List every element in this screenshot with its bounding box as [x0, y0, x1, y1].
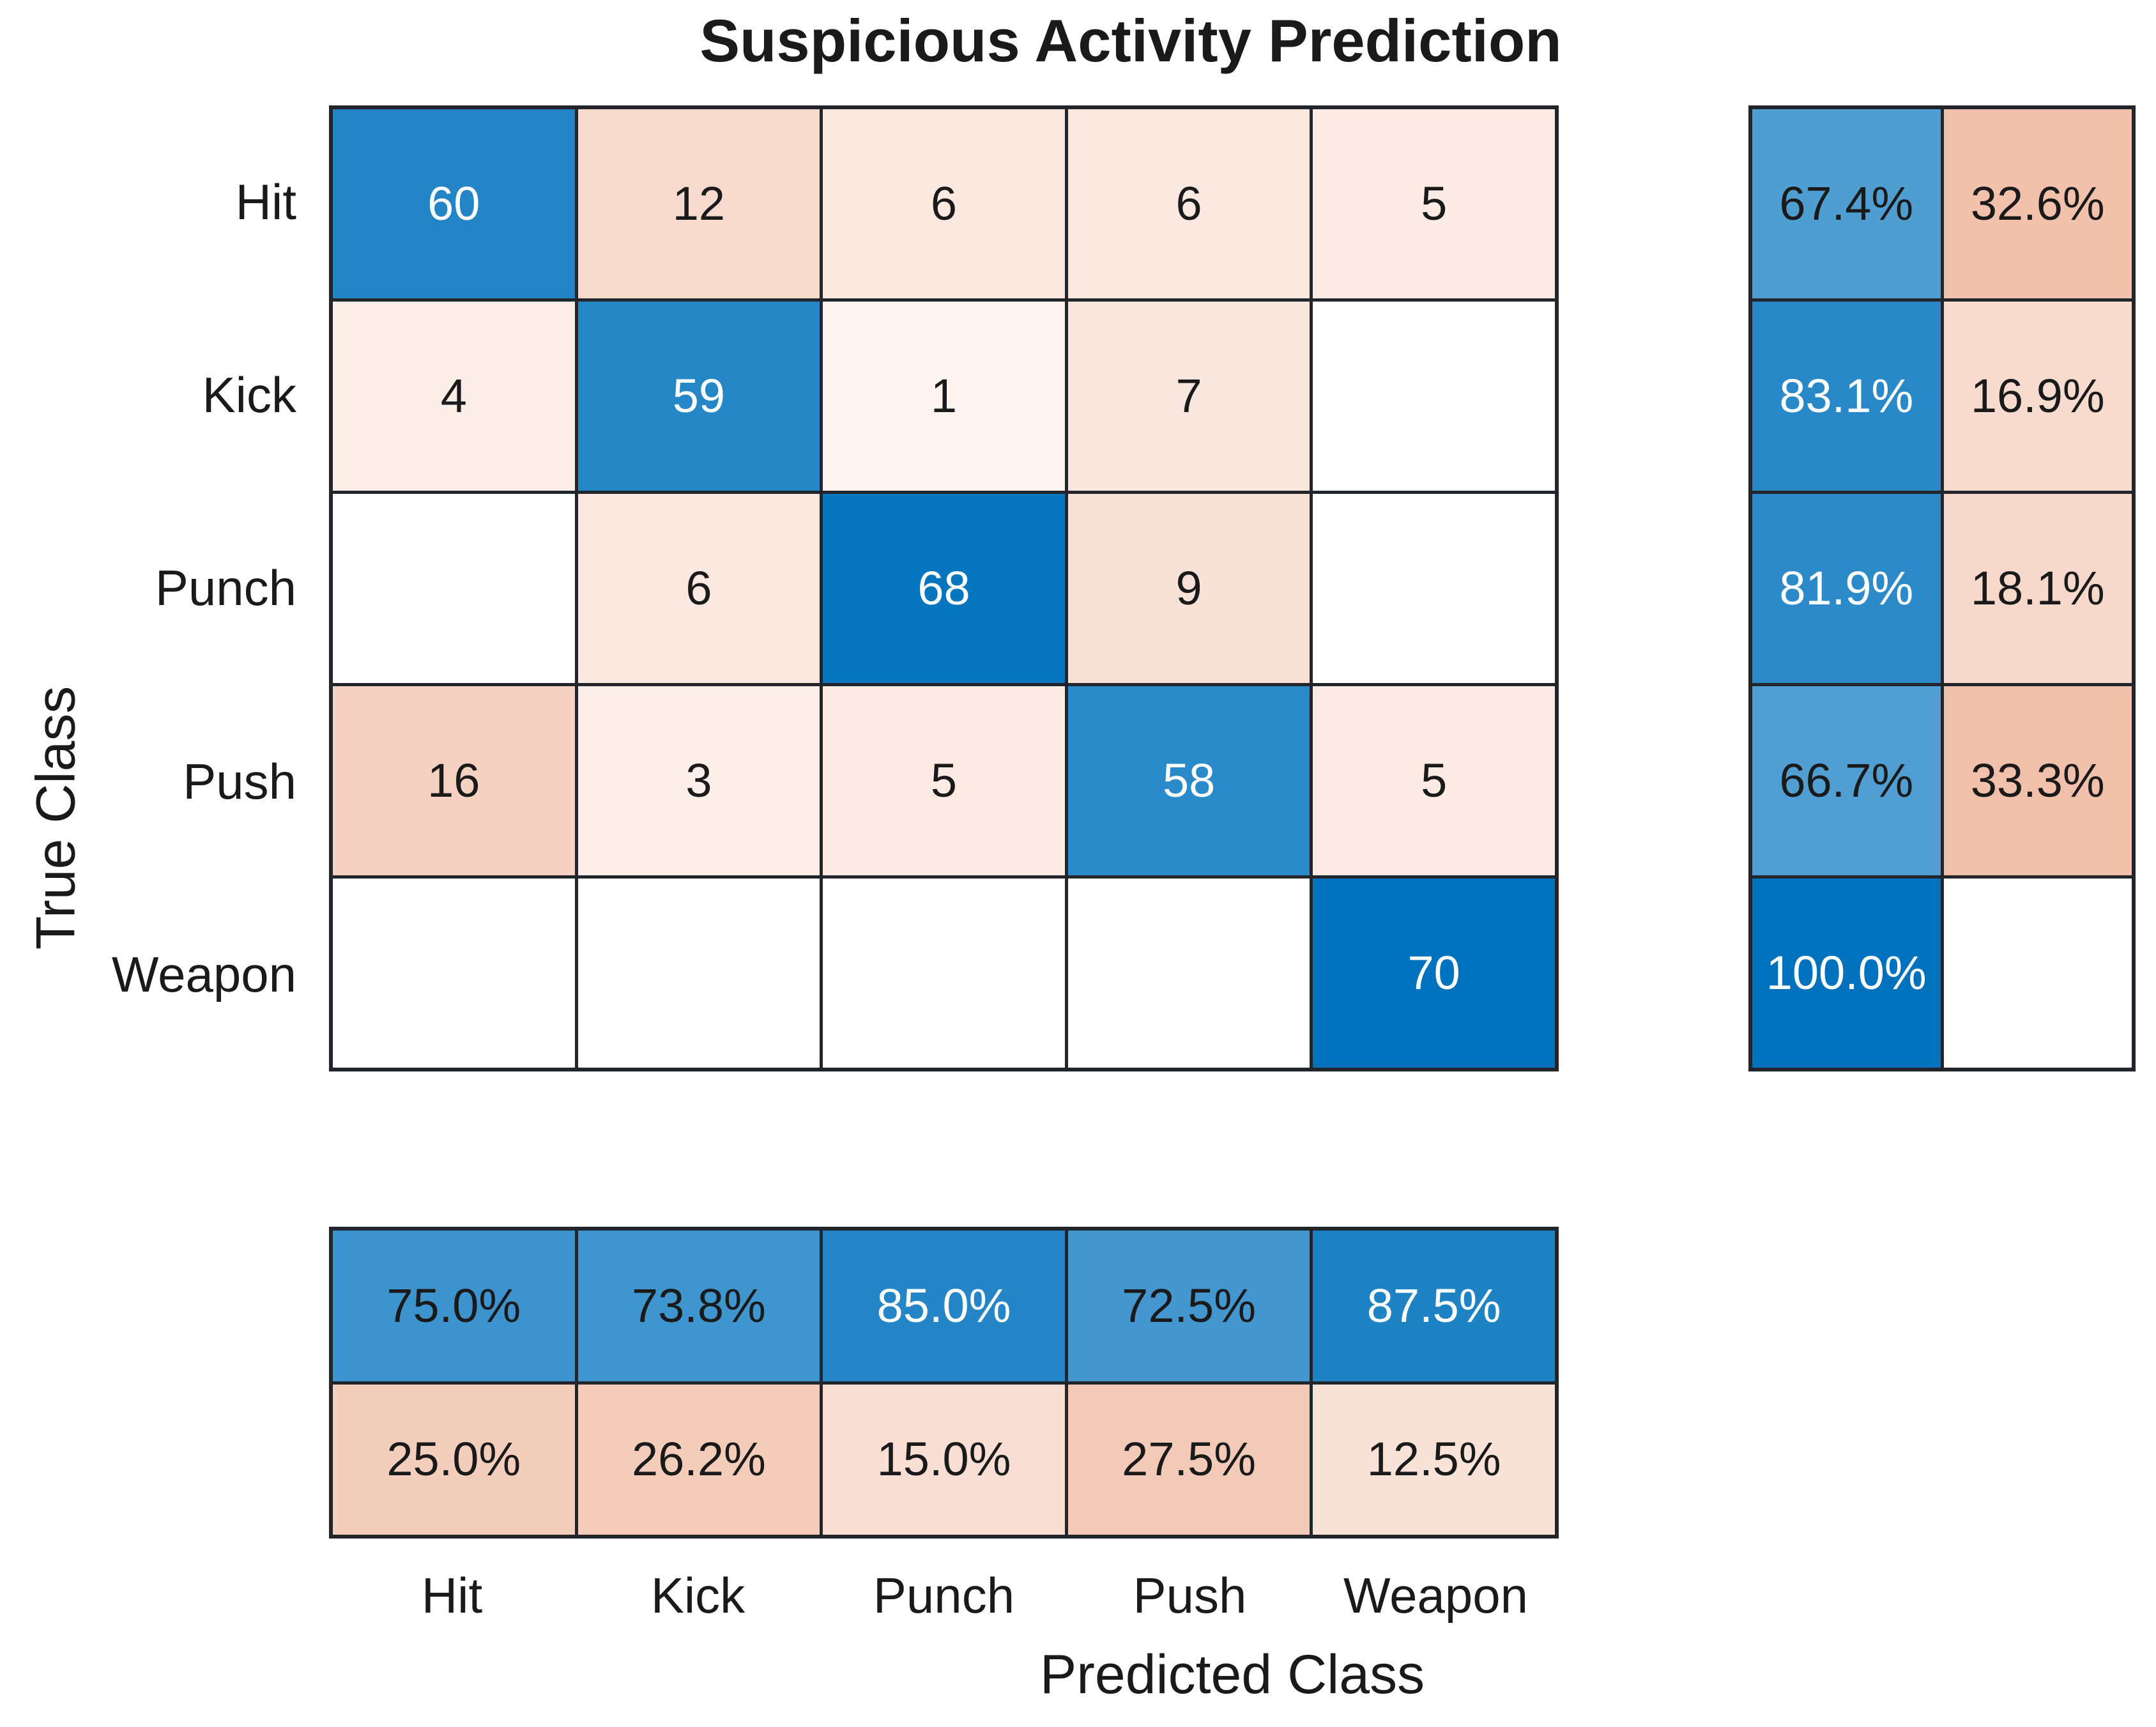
x-tick-label: Push [1133, 1567, 1247, 1623]
y-tick-label: Kick [202, 367, 296, 424]
column-summary-cell: 12.5% [1313, 1384, 1555, 1535]
row-summary-cell: 100.0% [1752, 879, 1941, 1068]
matrix-cell: 5 [823, 686, 1065, 875]
column-summary-cell: 72.5% [1067, 1231, 1310, 1381]
x-tick-labels: Hit Kick Punch Push Weapon [329, 1567, 1559, 1643]
confusion-matrix-grid: 60 12 6 6 5 4 59 1 7 6 68 9 16 3 5 58 5 70 [329, 105, 1559, 1071]
column-summary-cell: 85.0% [823, 1231, 1065, 1381]
y-tick-labels: Hit Kick Punch Push Weapon [0, 105, 308, 1071]
row-summary-cell: 81.9% [1752, 494, 1941, 683]
row-summary-grid: 67.4% 32.6% 83.1% 16.9% 81.9% 18.1% 66.7% 33.3%… [1748, 105, 2136, 1071]
y-tick-label: Hit [235, 173, 296, 230]
row-summary-cell: 66.7% [1752, 686, 1941, 875]
matrix-cell: 60 [333, 109, 575, 298]
matrix-cell: 58 [1067, 686, 1310, 875]
column-summary-grid: 75.0% 73.8% 85.0% 72.5% 87.5% 25.0% 26.2% 15.0%… [329, 1227, 1559, 1539]
x-tick-label: Weapon [1343, 1567, 1529, 1623]
matrix-cell: 1 [823, 302, 1065, 491]
column-summary-cell: 27.5% [1067, 1384, 1310, 1535]
matrix-cell: 6 [823, 109, 1065, 298]
matrix-cell [823, 879, 1065, 1068]
column-summary-cell: 73.8% [577, 1231, 820, 1381]
y-tick-label: Weapon [111, 946, 296, 1003]
column-summary-cell: 87.5% [1313, 1231, 1555, 1381]
matrix-cell [1313, 302, 1555, 491]
matrix-cell [333, 494, 575, 683]
matrix-cell: 5 [1313, 686, 1555, 875]
matrix-cell: 3 [577, 686, 820, 875]
matrix-cell: 6 [1067, 109, 1310, 298]
matrix-cell: 5 [1313, 109, 1555, 298]
chart-title: Suspicious Activity Prediction [700, 7, 1562, 74]
row-summary-cell: 33.3% [1943, 686, 2132, 875]
y-tick-label: Punch [155, 560, 296, 617]
column-summary-cell: 15.0% [823, 1384, 1065, 1535]
x-tick-label: Punch [873, 1567, 1015, 1623]
matrix-cell: 59 [577, 302, 820, 491]
x-axis-title: Predicted Class [1039, 1644, 1425, 1705]
matrix-cell: 9 [1067, 494, 1310, 683]
row-summary-cell: 67.4% [1752, 109, 1941, 298]
matrix-cell: 12 [577, 109, 820, 298]
matrix-cell: 70 [1313, 879, 1555, 1068]
matrix-cell: 4 [333, 302, 575, 491]
row-summary-cell: 16.9% [1943, 302, 2132, 491]
row-summary-cell: 83.1% [1752, 302, 1941, 491]
matrix-cell [1313, 494, 1555, 683]
column-summary-cell: 75.0% [333, 1231, 575, 1381]
matrix-cell: 68 [823, 494, 1065, 683]
row-summary-cell: 18.1% [1943, 494, 2132, 683]
matrix-cell: 6 [577, 494, 820, 683]
column-summary-cell: 25.0% [333, 1384, 575, 1535]
row-summary-cell: 32.6% [1943, 109, 2132, 298]
row-summary-cell [1943, 879, 2132, 1068]
x-tick-label: Hit [421, 1567, 483, 1623]
column-summary-cell: 26.2% [577, 1384, 820, 1535]
x-tick-label: Kick [650, 1567, 745, 1623]
y-tick-label: Push [183, 753, 296, 810]
matrix-cell [333, 879, 575, 1068]
matrix-cell [1067, 879, 1310, 1068]
matrix-cell: 16 [333, 686, 575, 875]
matrix-cell: 7 [1067, 302, 1310, 491]
matrix-cell [577, 879, 820, 1068]
